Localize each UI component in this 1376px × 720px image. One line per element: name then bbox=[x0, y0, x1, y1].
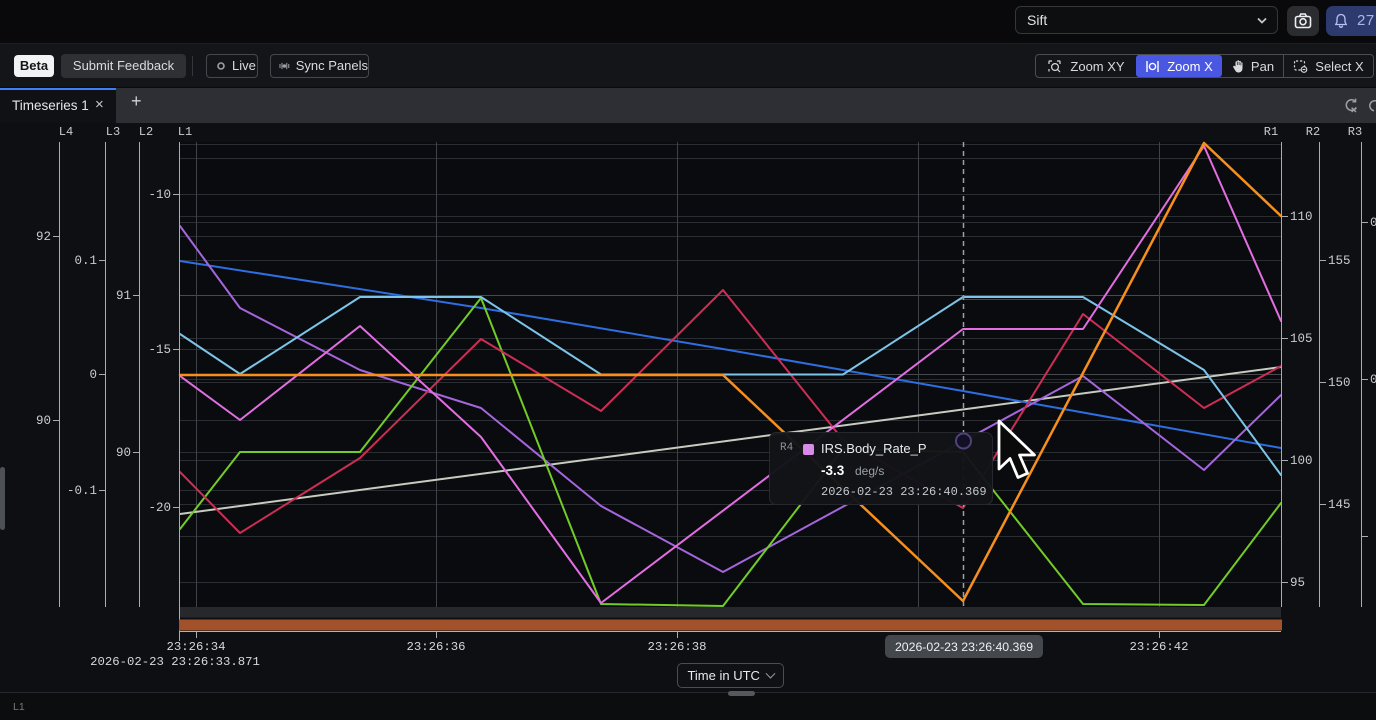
svg-text:L2: L2 bbox=[139, 125, 153, 139]
svg-text:-20: -20 bbox=[148, 501, 171, 515]
svg-text:155: 155 bbox=[1328, 254, 1351, 268]
svg-text:100: 100 bbox=[1290, 454, 1313, 468]
svg-text:-10: -10 bbox=[148, 188, 171, 202]
svg-text:23:26:38: 23:26:38 bbox=[647, 640, 706, 654]
svg-text:R1: R1 bbox=[1264, 125, 1278, 139]
svg-text:95: 95 bbox=[1290, 576, 1305, 590]
svg-text:R3: R3 bbox=[1348, 125, 1362, 139]
svg-text:-15: -15 bbox=[148, 343, 171, 357]
svg-text:-0.1: -0.1 bbox=[67, 484, 97, 498]
svg-text:105: 105 bbox=[1290, 332, 1313, 346]
svg-text:0.1: 0.1 bbox=[1370, 373, 1376, 387]
svg-text:L1: L1 bbox=[178, 125, 192, 139]
svg-text:92: 92 bbox=[36, 230, 51, 244]
svg-text:145: 145 bbox=[1328, 498, 1351, 512]
svg-text:90: 90 bbox=[36, 414, 51, 428]
svg-text:150: 150 bbox=[1328, 376, 1351, 390]
svg-text:91: 91 bbox=[116, 289, 131, 303]
svg-text:90: 90 bbox=[116, 446, 131, 460]
svg-text:23:26:36: 23:26:36 bbox=[406, 640, 465, 654]
svg-text:L4: L4 bbox=[59, 125, 73, 139]
svg-text:23:26:34: 23:26:34 bbox=[166, 640, 225, 654]
svg-text:0.1: 0.1 bbox=[74, 254, 97, 268]
svg-text:2026-02-23 23:26:33.871: 2026-02-23 23:26:33.871 bbox=[90, 655, 260, 669]
svg-text:L3: L3 bbox=[106, 125, 120, 139]
svg-text:23:26:42: 23:26:42 bbox=[1129, 640, 1188, 654]
svg-text:110: 110 bbox=[1290, 210, 1313, 224]
svg-text:0: 0 bbox=[89, 368, 97, 382]
svg-text:2026-02-23 23:26:40.369: 2026-02-23 23:26:40.369 bbox=[895, 640, 1033, 654]
svg-text:R2: R2 bbox=[1306, 125, 1320, 139]
svg-text:0.2: 0.2 bbox=[1370, 216, 1376, 230]
